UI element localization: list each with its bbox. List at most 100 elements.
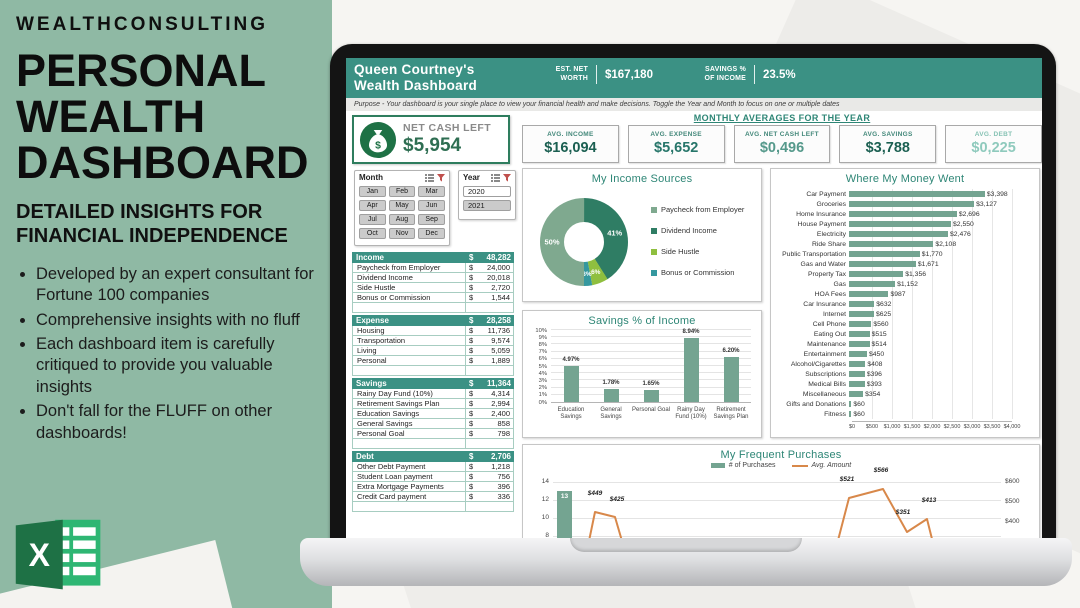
row-label	[353, 303, 465, 312]
currency-symbol: $	[469, 379, 474, 388]
left-marketing-panel: WEALTHCONSULTING PERSONAL WEALTH DASHBOA…	[0, 0, 332, 608]
bar	[849, 190, 985, 198]
gridline	[551, 372, 751, 374]
table-header-row: Savings $11,364	[352, 378, 514, 389]
table-row[interactable]: Student Loan payment $756	[352, 472, 514, 482]
page-subtitle: DETAILED INSIGHTS FOR FINANCIAL INDEPEND…	[16, 200, 316, 248]
money-went-row: Gas and Water $1,671	[775, 259, 1037, 269]
x-tick: $500	[865, 424, 879, 430]
currency-symbol: $	[465, 263, 476, 272]
month-slicer-item-aug[interactable]: Aug	[388, 214, 416, 225]
bar-value-label: $1,671	[917, 260, 939, 268]
table-row[interactable]: Housing $11,736	[352, 326, 514, 336]
frequent-purchases-panel: My Frequent Purchases # of Purchases Avg…	[522, 444, 1040, 540]
table-row[interactable]: Rainy Day Fund (10%) $4,314	[352, 389, 514, 399]
money-went-row: Subscriptions $396	[775, 369, 1037, 379]
table-row[interactable]: Side Hustle $2,720	[352, 283, 514, 293]
kpi-card: AVG. EXPENSE $5,652	[627, 125, 725, 163]
money-went-bars: Car Payment $3,398 Groceries $3,127 Home Ins…	[775, 189, 1037, 419]
table-row[interactable]: Personal $1,889	[352, 356, 514, 366]
line-point-label: $351	[895, 509, 911, 516]
month-slicer-item-feb[interactable]: Feb	[388, 186, 416, 197]
multi-select-icon[interactable]	[425, 173, 434, 182]
x-tick: $4,000	[1003, 424, 1021, 430]
table-blank-row	[352, 303, 514, 313]
month-slicer-item-apr[interactable]: Apr	[359, 200, 386, 211]
table-row[interactable]: Paycheck from Employer $24,000	[352, 263, 514, 273]
table-row[interactable]: Personal Goal $798	[352, 429, 514, 439]
month-slicer-item-dec[interactable]: Dec	[418, 228, 445, 239]
kpi-label: AVG. NET CASH LEFT	[745, 131, 819, 138]
category-label: Maintenance	[807, 340, 846, 348]
money-went-row: Gifts and Donations $60	[775, 399, 1037, 409]
subtitle-line: FINANCIAL INDEPENDENCE	[16, 224, 288, 247]
net-cash-value: $5,954	[403, 135, 462, 156]
table-row[interactable]: Retirement Savings Plan $2,994	[352, 399, 514, 409]
table-row[interactable]: Transportation $9,574	[352, 336, 514, 346]
year-slicer-item-2021[interactable]: 2021	[463, 200, 511, 211]
month-slicer: Month Jan Feb Mar Apr May Jun Jul Aug Sep Oct Nov D…	[354, 170, 450, 246]
gridline	[551, 329, 751, 330]
month-slicer-item-may[interactable]: May	[388, 200, 416, 211]
category-label: Entertainment	[803, 350, 846, 358]
row-value: 1,889	[491, 356, 510, 365]
table-row[interactable]: Credit Card payment $336	[352, 492, 514, 502]
row-label: Retirement Savings Plan	[357, 399, 440, 408]
kpi-value: $0,225	[971, 140, 1016, 156]
month-slicer-item-mar[interactable]: Mar	[418, 186, 445, 197]
month-slicer-item-sep[interactable]: Sep	[418, 214, 445, 225]
laptop-lid-notch	[570, 538, 802, 552]
money-went-row: Car Payment $3,398	[775, 189, 1037, 199]
donut-percent-label: 3%	[582, 271, 592, 278]
table-row[interactable]: General Savings $858	[352, 419, 514, 429]
title-line: PERSONAL	[16, 45, 267, 96]
row-value: 24,000	[487, 263, 510, 272]
month-slicer-item-jan[interactable]: Jan	[359, 186, 386, 197]
month-slicer-item-nov[interactable]: Nov	[388, 228, 416, 239]
savings-pct-stat: SAVINGS % OF INCOME 23.5%	[682, 65, 796, 84]
category-label: Property Tax	[807, 270, 846, 278]
bar-zone: $1,770	[849, 249, 1009, 259]
table-blank-row	[352, 439, 514, 449]
clear-filter-icon[interactable]	[503, 173, 511, 182]
money-went-row: Internet $625	[775, 309, 1037, 319]
table-row[interactable]: Living $5,059	[352, 346, 514, 356]
month-slicer-item-oct[interactable]: Oct	[359, 228, 386, 239]
category-label: Medical Bills	[808, 380, 846, 388]
table-row[interactable]: Bonus or Commission $1,544	[352, 293, 514, 303]
savings-pct-panel: Savings % of Income 0% 1% 2% 3% 4% 5% 6% 7% 8% 9%…	[522, 310, 762, 438]
row-value: 1,218	[491, 462, 510, 471]
legend-label: Bonus or Commission	[661, 268, 735, 277]
table-row[interactable]: Education Savings $2,400	[352, 409, 514, 419]
bar	[557, 491, 572, 539]
table-row[interactable]: Dividend Income $20,018	[352, 273, 514, 283]
row-label: Rainy Day Fund (10%)	[357, 389, 433, 398]
money-went-row: House Payment $2,550	[775, 219, 1037, 229]
legend-item: Paycheck from Employer	[651, 205, 744, 214]
multi-select-icon[interactable]	[491, 173, 500, 182]
currency-symbol	[465, 502, 476, 511]
table-row[interactable]: Extra Mortgage Payments $396	[352, 482, 514, 492]
svg-text:$: $	[375, 140, 381, 151]
legend-label: Side Hustle	[661, 247, 700, 256]
row-value	[476, 502, 513, 511]
row-label	[353, 502, 465, 511]
table-row[interactable]: Other Debt Payment $1,218	[352, 462, 514, 472]
bar	[849, 410, 852, 418]
kpi-label: AVG. DEBT	[974, 131, 1013, 138]
clear-filter-icon[interactable]	[437, 173, 445, 182]
bar-zone: $1,671	[849, 259, 1009, 269]
year-slicer-item-2020[interactable]: 2020	[463, 186, 511, 197]
currency-symbol: $	[465, 399, 476, 408]
bar	[849, 350, 867, 358]
month-slicer-item-jun[interactable]: Jun	[418, 200, 445, 211]
kpi-card: AVG. SAVINGS $3,788	[839, 125, 937, 163]
savings-pct-value: 23.5%	[763, 68, 796, 81]
dashboard-title-line1: Queen Courtney's	[354, 62, 475, 77]
svg-text:X: X	[29, 537, 51, 573]
gridline	[553, 518, 1001, 519]
currency-symbol: $	[465, 273, 476, 282]
month-slicer-item-jul[interactable]: Jul	[359, 214, 386, 225]
gridline	[553, 482, 1001, 483]
bar	[849, 260, 916, 268]
